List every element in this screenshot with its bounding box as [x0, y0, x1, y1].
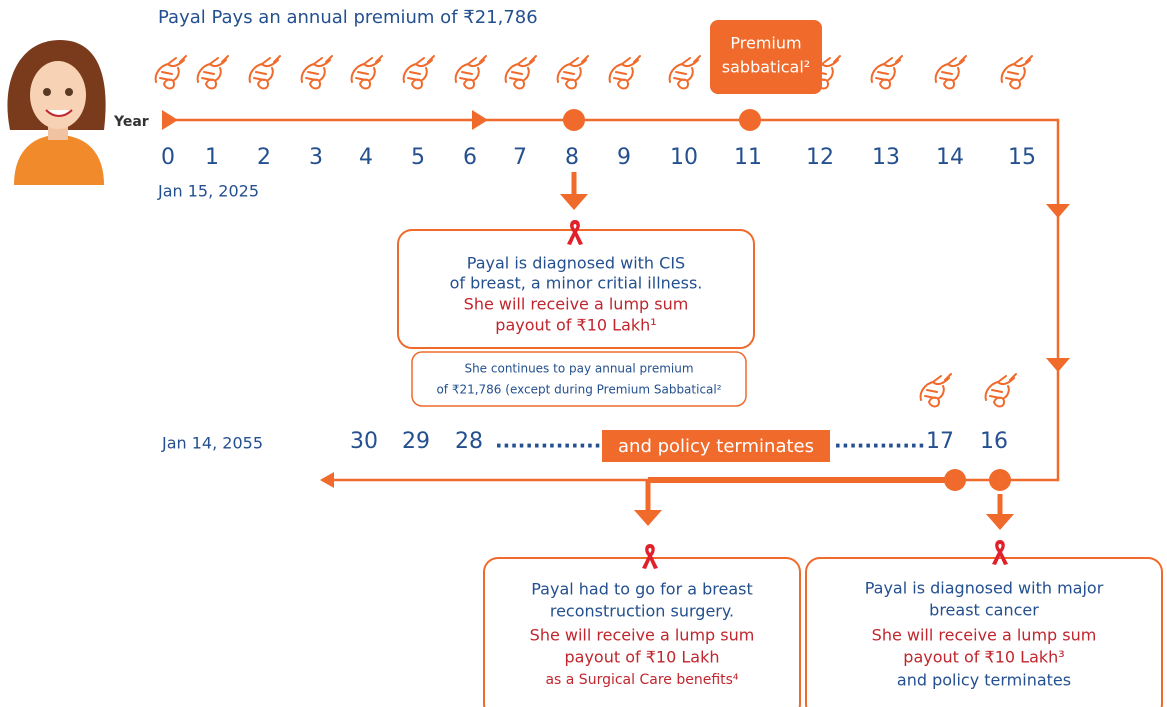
- year: 0: [161, 145, 175, 170]
- badge-text: sabbatical²: [722, 58, 810, 77]
- avatar: [7, 40, 106, 185]
- terminates-text: and policy terminates: [618, 436, 814, 457]
- note-text: of ₹21,786 (except during Premium Sabbat…: [436, 383, 721, 397]
- year: 16: [980, 429, 1008, 454]
- payout-text: She will receive a lump sum: [872, 626, 1097, 645]
- year: 7: [513, 145, 527, 170]
- payout-text: She will receive a lump sum: [530, 626, 755, 645]
- dots: ................: [495, 429, 617, 453]
- event-box: [805, 557, 1163, 707]
- event-text: breast cancer: [929, 601, 1039, 620]
- payout-text: and policy terminates: [897, 671, 1071, 690]
- year: 14: [936, 145, 964, 170]
- payout-text: She will receive a lump sum: [464, 295, 689, 314]
- payout-text: payout of ₹10 Lakh³: [903, 648, 1064, 667]
- year: 9: [617, 145, 631, 170]
- badge-text: Premium: [730, 34, 801, 53]
- event-text: Payal is diagnosed with major: [865, 579, 1104, 598]
- year: 5: [411, 145, 425, 170]
- year: 11: [734, 145, 762, 170]
- year: 8: [565, 145, 579, 170]
- year: 2: [257, 145, 271, 170]
- start-date: Jan 15, 2025: [157, 182, 259, 201]
- end-date: Jan 14, 2055: [161, 434, 263, 453]
- sabbatical-badge: [710, 20, 822, 94]
- year-labels: 0 1 2 3 4 5 6 7 8 9 10 11 12 13 14 15: [161, 145, 1036, 170]
- year: 15: [1008, 145, 1036, 170]
- event-text: reconstruction surgery.: [550, 602, 734, 621]
- year: 6: [463, 145, 477, 170]
- year: 3: [309, 145, 323, 170]
- timeline-path: [162, 109, 1070, 530]
- title: Payal Pays an annual premium of ₹21,786: [158, 7, 538, 28]
- year: 10: [670, 145, 698, 170]
- payout-text: payout of ₹10 Lakh: [565, 648, 720, 667]
- event-text: Payal is diagnosed with CIS: [467, 254, 685, 273]
- year-label: Year: [113, 114, 149, 130]
- year: 1: [205, 145, 219, 170]
- payout-text: as a Surgical Care benefits⁴: [545, 672, 738, 688]
- dots: ............: [834, 429, 925, 453]
- payout-text: payout of ₹10 Lakh¹: [495, 316, 656, 335]
- year: 30: [350, 429, 378, 454]
- year: 29: [402, 429, 430, 454]
- note-box: [411, 351, 747, 407]
- year: 13: [872, 145, 900, 170]
- terminates-badge: [602, 430, 830, 462]
- year: 4: [359, 145, 373, 170]
- year: 12: [806, 145, 834, 170]
- event-box: [483, 557, 801, 707]
- year: 28: [455, 429, 483, 454]
- event-text: Payal had to go for a breast: [531, 580, 753, 599]
- event-text: of breast, a minor critial illness.: [450, 274, 703, 293]
- year: 17: [926, 429, 954, 454]
- note-text: She continues to pay annual premium: [464, 362, 693, 376]
